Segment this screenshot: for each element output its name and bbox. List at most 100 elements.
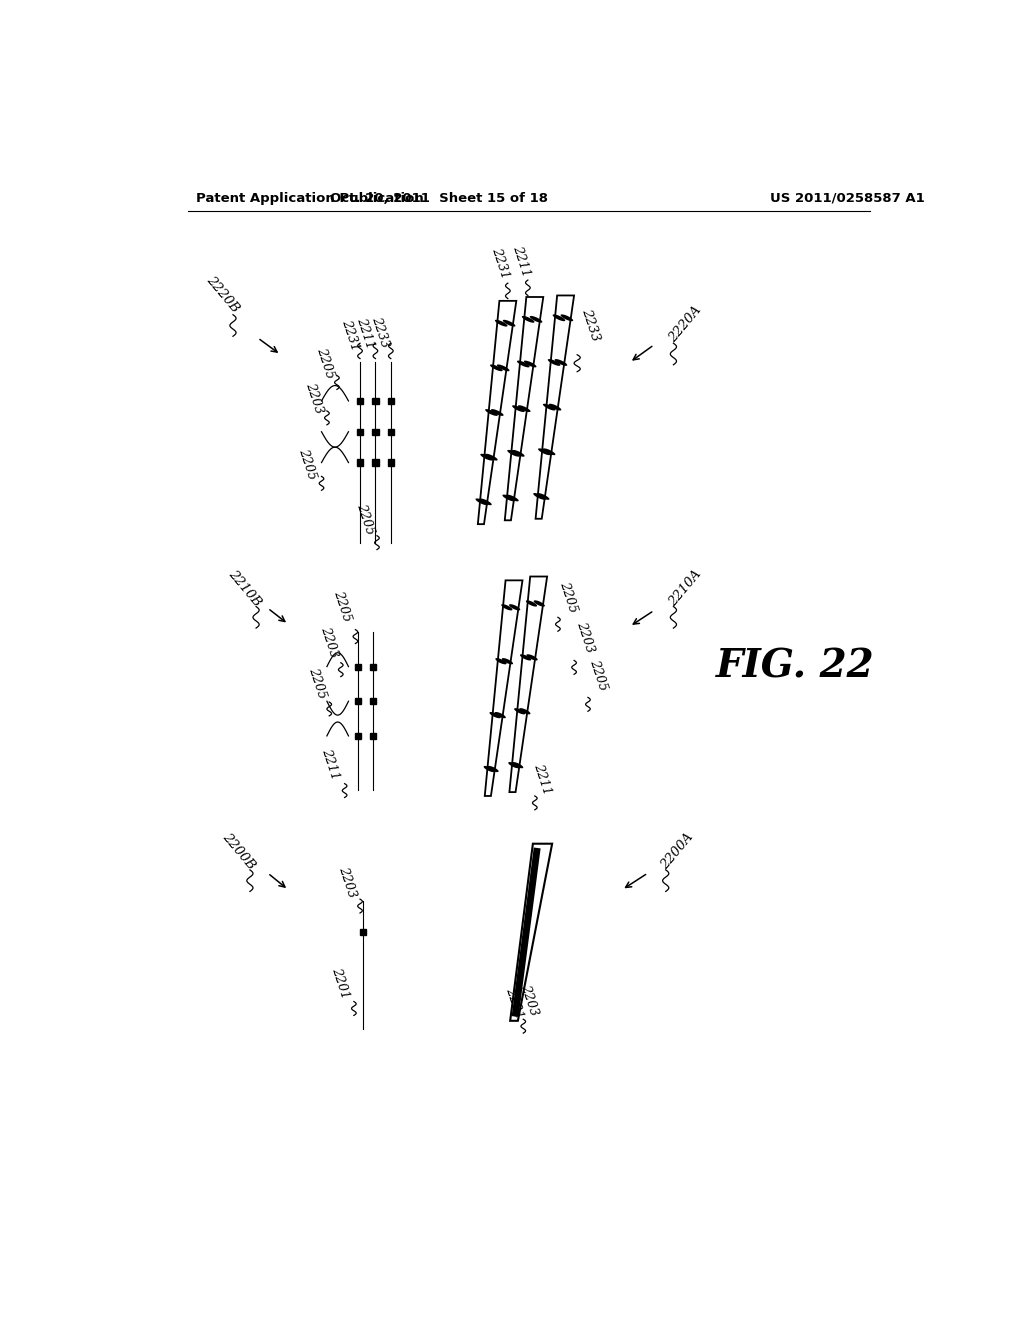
Polygon shape xyxy=(485,409,498,416)
Polygon shape xyxy=(509,605,520,610)
Polygon shape xyxy=(478,301,516,524)
Polygon shape xyxy=(520,655,531,660)
Polygon shape xyxy=(518,405,530,412)
Polygon shape xyxy=(506,495,519,502)
Polygon shape xyxy=(507,450,520,457)
Polygon shape xyxy=(537,494,550,500)
Text: 2201: 2201 xyxy=(503,986,525,1020)
Polygon shape xyxy=(555,359,567,366)
Bar xyxy=(373,459,379,466)
Text: 2220B: 2220B xyxy=(204,275,242,315)
Text: 2205: 2205 xyxy=(557,579,579,614)
Polygon shape xyxy=(484,581,522,796)
Bar xyxy=(388,459,394,466)
Text: 2233: 2233 xyxy=(580,306,602,342)
Polygon shape xyxy=(509,577,547,792)
Bar xyxy=(357,459,364,466)
Text: 2203: 2203 xyxy=(318,626,340,660)
Bar xyxy=(354,733,360,739)
Bar xyxy=(354,698,360,705)
Polygon shape xyxy=(490,364,503,371)
Text: 2220A: 2220A xyxy=(667,304,703,345)
Polygon shape xyxy=(548,359,560,366)
Text: 2205: 2205 xyxy=(306,667,329,701)
Text: 2210A: 2210A xyxy=(667,568,703,609)
Bar xyxy=(354,664,360,669)
Polygon shape xyxy=(519,708,530,714)
Bar xyxy=(388,397,394,404)
Text: 2201: 2201 xyxy=(329,966,351,1001)
Polygon shape xyxy=(524,360,537,367)
Polygon shape xyxy=(517,360,529,367)
Text: 2205: 2205 xyxy=(588,659,610,693)
Polygon shape xyxy=(526,601,538,607)
Text: 2205: 2205 xyxy=(297,446,318,480)
Polygon shape xyxy=(512,450,524,457)
Polygon shape xyxy=(479,499,492,506)
Text: 2211: 2211 xyxy=(531,762,554,797)
Polygon shape xyxy=(543,449,555,455)
Bar xyxy=(373,429,379,434)
Polygon shape xyxy=(489,711,501,718)
Text: 2203: 2203 xyxy=(573,620,596,655)
Polygon shape xyxy=(514,708,525,714)
Text: 2231: 2231 xyxy=(489,247,511,281)
Polygon shape xyxy=(560,314,573,321)
Polygon shape xyxy=(538,449,551,455)
Polygon shape xyxy=(487,766,499,772)
Bar xyxy=(373,397,379,404)
Text: 2205: 2205 xyxy=(354,502,377,536)
Polygon shape xyxy=(501,605,512,610)
Bar xyxy=(370,664,376,669)
Text: 2211: 2211 xyxy=(354,317,377,351)
Polygon shape xyxy=(483,766,495,772)
Text: 2211: 2211 xyxy=(319,747,342,781)
Text: 2200A: 2200A xyxy=(658,830,696,873)
Polygon shape xyxy=(508,762,519,768)
Polygon shape xyxy=(529,315,543,322)
Polygon shape xyxy=(497,364,510,371)
Text: 2231: 2231 xyxy=(339,318,361,352)
Text: Oct. 20, 2011  Sheet 15 of 18: Oct. 20, 2011 Sheet 15 of 18 xyxy=(330,191,548,205)
Bar xyxy=(370,698,376,705)
Polygon shape xyxy=(475,499,488,506)
Polygon shape xyxy=(503,495,515,502)
Text: FIG. 22: FIG. 22 xyxy=(716,648,874,685)
Text: 2203: 2203 xyxy=(337,865,358,899)
Bar xyxy=(360,929,367,936)
Polygon shape xyxy=(480,454,493,461)
Bar xyxy=(357,397,364,404)
Polygon shape xyxy=(495,319,508,326)
Polygon shape xyxy=(512,405,524,412)
Polygon shape xyxy=(522,315,535,322)
Polygon shape xyxy=(534,601,545,607)
Text: Patent Application Publication: Patent Application Publication xyxy=(196,191,424,205)
Polygon shape xyxy=(503,319,515,326)
Polygon shape xyxy=(495,711,506,718)
Polygon shape xyxy=(553,314,565,321)
Bar xyxy=(370,733,376,739)
Text: 2203: 2203 xyxy=(518,983,541,1018)
Polygon shape xyxy=(543,404,556,411)
Polygon shape xyxy=(536,296,574,519)
Polygon shape xyxy=(505,297,544,520)
Bar xyxy=(388,429,394,434)
Polygon shape xyxy=(485,454,498,461)
Text: 2205: 2205 xyxy=(331,589,353,623)
Text: 2210B: 2210B xyxy=(225,568,263,609)
Polygon shape xyxy=(502,659,513,664)
Text: US 2011/0258587 A1: US 2011/0258587 A1 xyxy=(770,191,925,205)
Text: 2203: 2203 xyxy=(303,381,325,416)
Polygon shape xyxy=(510,843,552,1020)
Polygon shape xyxy=(496,659,507,664)
Polygon shape xyxy=(526,655,538,660)
Text: 2200B: 2200B xyxy=(219,830,257,873)
Polygon shape xyxy=(549,404,561,411)
Polygon shape xyxy=(512,762,523,768)
Text: 2205: 2205 xyxy=(314,346,337,381)
Text: 2211: 2211 xyxy=(510,244,532,279)
Bar xyxy=(357,429,364,434)
Text: 2233: 2233 xyxy=(370,315,392,350)
Polygon shape xyxy=(534,494,546,500)
Polygon shape xyxy=(490,409,504,416)
